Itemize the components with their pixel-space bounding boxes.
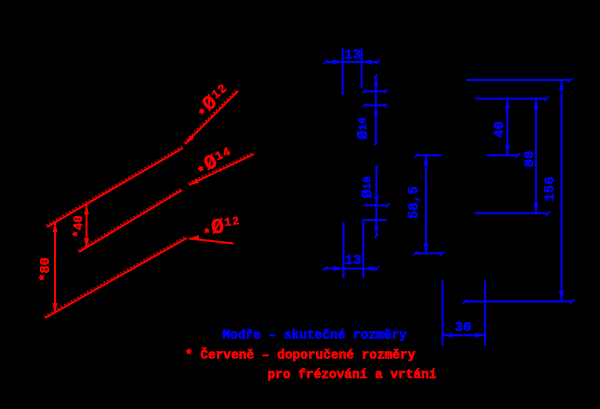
svg-text:Ø10: Ø10 [360,176,377,198]
svg-text:80: 80 [522,151,538,168]
svg-text:58,5: 58,5 [408,186,423,218]
svg-text:*40: *40 [72,215,86,238]
svg-text:*Ø12: *Ø12 [201,214,242,242]
svg-text:Ø10: Ø10 [355,117,372,139]
svg-text:pro frézování a vrtání: pro frézování a vrtání [268,367,437,382]
svg-text:40: 40 [492,121,508,138]
svg-text:*80: *80 [39,257,54,281]
svg-text:13: 13 [345,253,362,269]
svg-text:30: 30 [455,320,472,336]
svg-text:Modře – skutečné rozměry: Modře – skutečné rozměry [223,328,408,343]
svg-text:156: 156 [543,176,559,201]
svg-text:* Červeně – doporučené rozměry: * Červeně – doporučené rozměry [185,348,416,363]
svg-text:*Ø14: *Ø14 [192,144,237,182]
svg-text:13: 13 [344,47,361,63]
